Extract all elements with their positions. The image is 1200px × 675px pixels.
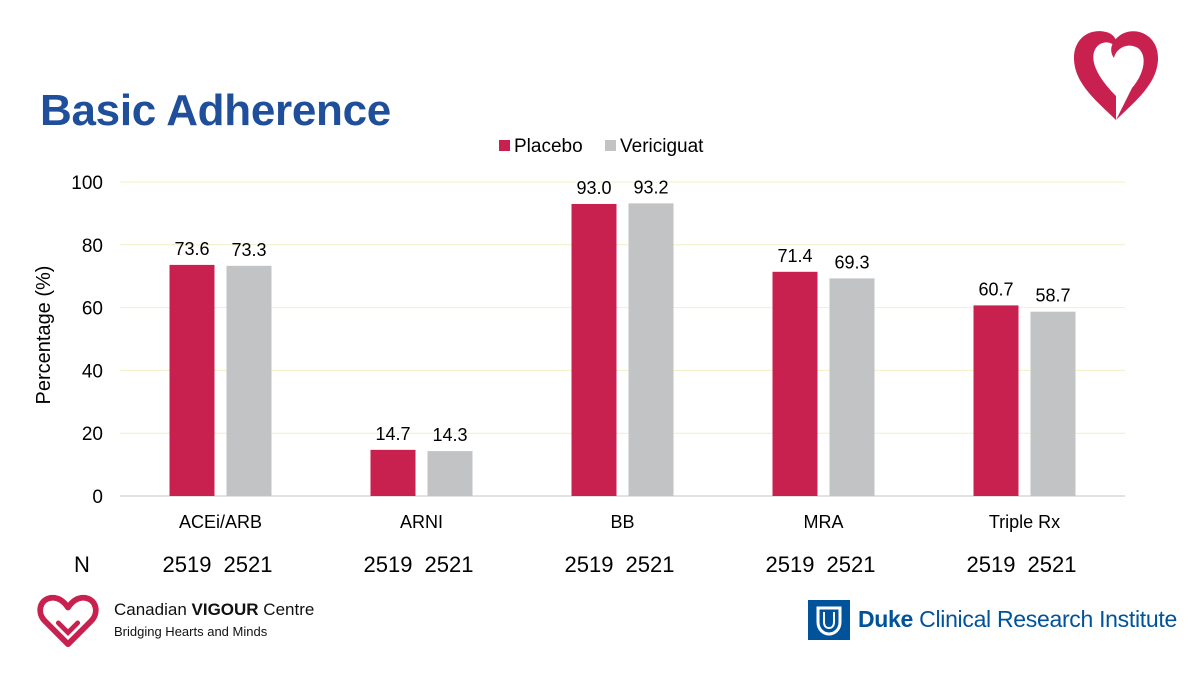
y-tick-80: 80 [82,236,103,257]
bar-vericiguat-bb [628,203,674,497]
legend-label-placebo: Placebo [514,136,583,157]
n-value: 2519 [564,552,614,577]
x-axis-categories: ACEi/ARB ARNI BB MRA Triple Rx [179,512,1060,532]
data-labels: 73.6 73.3 14.7 14.3 93.0 93.2 71.4 69.3 60.7 58.7 [174,177,1070,445]
bar-placebo-mra [772,271,818,496]
n-value: 2521 [424,552,474,577]
y-axis-ticks: 0 20 40 60 80 100 [71,173,103,508]
bar-vericiguat-mra [829,278,875,496]
cvc-name: Canadian VIGOUR Centre [114,600,315,619]
x-category-label: ACEi/ARB [179,512,262,532]
n-value: 2521 [826,552,876,577]
legend-swatch-placebo [499,140,510,151]
n-value: 2521 [223,552,273,577]
x-category-label: ARNI [400,512,443,532]
y-tick-0: 0 [92,487,103,508]
cvc-heart-icon [37,594,99,648]
bar-placebo-bb [571,203,617,497]
n-value: 2519 [966,552,1016,577]
x-category-label: Triple Rx [989,512,1060,532]
x-category-label: BB [610,512,634,532]
legend: Placebo Vericiguat [499,136,704,157]
n-row-label: N [74,552,90,577]
data-label: 93.0 [576,178,611,198]
data-label: 14.3 [432,425,467,445]
n-value: 2519 [765,552,815,577]
y-tick-20: 20 [82,424,103,445]
data-label: 73.6 [174,239,209,259]
y-tick-60: 60 [82,299,103,320]
bar-vericiguat-triple-rx [1030,311,1076,496]
data-label: 14.7 [375,424,410,444]
bar-placebo-acei-arb [169,264,215,496]
x-category-label: MRA [804,512,844,532]
y-tick-40: 40 [82,361,103,382]
n-value: 2519 [162,552,212,577]
duke-wordmark: Duke Clinical Research Institute [858,606,1177,632]
gridlines [120,181,1125,497]
n-value: 2521 [1027,552,1077,577]
canadian-vigour-centre-logo: Canadian VIGOUR Centre Bridging Hearts a… [36,594,356,654]
heart-logo-icon [1074,31,1158,121]
y-axis-label: Percentage (%) [33,266,55,405]
bar-placebo-triple-rx [973,305,1019,496]
data-label: 73.3 [231,240,266,260]
data-label: 69.3 [834,252,869,272]
legend-label-vericiguat: Vericiguat [620,136,704,157]
legend-swatch-vericiguat [605,140,616,151]
data-label: 58.7 [1035,286,1070,306]
cvc-tagline: Bridging Hearts and Minds [114,624,268,639]
bars [169,203,1076,497]
bar-placebo-arni [370,449,416,496]
n-value: 2519 [363,552,413,577]
y-tick-100: 100 [71,173,103,194]
data-label: 93.2 [633,177,668,197]
n-value: 2521 [625,552,675,577]
bar-vericiguat-arni [427,451,473,496]
duke-clinical-research-institute-logo: Duke Clinical Research Institute [808,600,1177,642]
slide-title: Basic Adherence [40,86,391,135]
duke-shield-icon [808,600,850,640]
data-label: 60.7 [978,279,1013,299]
data-label: 71.4 [777,246,812,266]
bar-vericiguat-acei-arb [226,265,272,496]
